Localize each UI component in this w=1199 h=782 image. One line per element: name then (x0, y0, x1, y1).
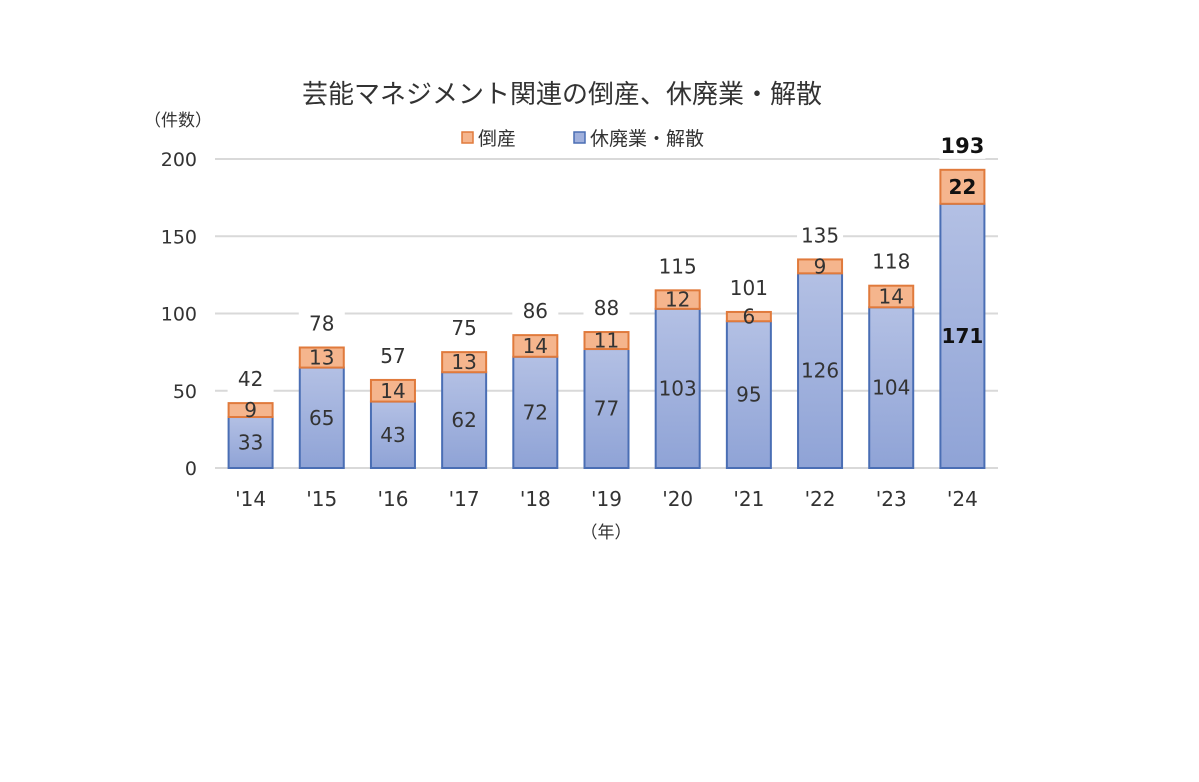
bar-segment-bankruptcy (227, 402, 274, 419)
x-tick-label: '14 (235, 487, 266, 511)
bar-segment-bankruptcy (369, 378, 416, 403)
data-label-bankruptcy: 9 (814, 254, 827, 278)
data-label-bankruptcy: 22 (948, 175, 976, 199)
data-label-bankruptcy: 14 (879, 285, 904, 309)
data-label-bankruptcy: 11 (594, 329, 619, 353)
bar-segment-closure (654, 307, 701, 469)
data-label-bankruptcy: 13 (451, 350, 476, 374)
bar-segment-bankruptcy (797, 258, 844, 275)
data-label-bankruptcy: 6 (742, 305, 755, 329)
total-label: 88 (594, 296, 619, 320)
y-axis-unit: （件数） (144, 111, 212, 131)
bar-segment-bankruptcy (298, 346, 345, 369)
total-label: 75 (451, 316, 476, 340)
total-label-background (512, 298, 559, 325)
y-tick-label: 0 (185, 458, 197, 480)
legend-swatch (461, 131, 474, 144)
bar-segment-bankruptcy (868, 284, 915, 309)
legend-label: 休廃業・解散 (590, 128, 704, 150)
y-tick-label: 100 (161, 304, 197, 326)
total-label: 101 (730, 276, 768, 300)
x-axis-unit: （年） (581, 523, 632, 543)
data-label-closure: 43 (380, 423, 405, 447)
total-label: 135 (801, 223, 839, 247)
chart-title: 芸能マネジメント関連の倒産、休廃業・解散 (302, 80, 822, 110)
total-label-background (654, 253, 701, 280)
total-label-background (939, 132, 986, 159)
data-label-bankruptcy: 14 (523, 334, 548, 358)
bar-segment-bankruptcy (654, 289, 701, 310)
data-label-closure: 95 (736, 383, 761, 407)
data-label-bankruptcy: 9 (244, 398, 257, 422)
legend-swatch (573, 131, 586, 144)
data-label-bankruptcy: 14 (380, 379, 405, 403)
bars: 33 9 42 65 13 78 43 14 57 62 13 75 72 14 86 77 11 88 103 12… (227, 132, 986, 470)
bar-segment-bankruptcy (441, 351, 488, 374)
total-label-background (868, 248, 915, 275)
total-label-background (583, 295, 630, 322)
x-tick-label: '20 (662, 487, 693, 511)
bar-segment-bankruptcy (725, 310, 772, 323)
legend: 倒産 休廃業・解散 (461, 128, 704, 150)
total-label: 115 (659, 254, 697, 278)
total-label-background (369, 342, 416, 369)
bar-segment-closure (441, 371, 488, 469)
bar-segment-closure (298, 366, 345, 470)
data-label-closure: 103 (659, 376, 697, 400)
y-tick-label: 150 (161, 226, 197, 248)
data-label-closure: 62 (451, 408, 476, 432)
total-label-background (725, 274, 772, 301)
data-label-closure: 77 (594, 397, 619, 421)
data-label-closure: 72 (523, 400, 548, 424)
x-tick-label: '19 (591, 487, 622, 511)
total-label-background (797, 222, 844, 249)
y-tick-label: 200 (161, 149, 197, 171)
total-label: 86 (523, 299, 548, 323)
x-tick-label: '15 (306, 487, 337, 511)
total-label: 42 (238, 367, 263, 391)
x-tick-label: '17 (449, 487, 480, 511)
total-label-background (298, 310, 345, 337)
bar-segment-bankruptcy (512, 334, 559, 358)
data-label-closure: 126 (801, 359, 839, 383)
data-label-bankruptcy: 13 (309, 346, 334, 370)
data-label-closure: 104 (872, 376, 910, 400)
total-label: 118 (872, 250, 910, 274)
bar-segment-closure (725, 320, 772, 469)
total-label: 57 (380, 344, 405, 368)
bar-segment-closure (512, 355, 559, 470)
bar-segment-closure (583, 348, 630, 469)
legend-label: 倒産 (478, 128, 516, 150)
bar-segment-bankruptcy (583, 331, 630, 351)
total-label: 193 (940, 134, 984, 158)
total-label: 78 (309, 311, 334, 335)
data-label-closure: 171 (942, 324, 984, 348)
bar-segment-closure (227, 416, 274, 470)
y-axis: 0 50 100 150 200 (161, 149, 197, 480)
data-label-bankruptcy: 12 (665, 288, 690, 312)
x-tick-label: '24 (947, 487, 978, 511)
bar-segment-closure (797, 272, 844, 469)
x-tick-label: '23 (876, 487, 907, 511)
x-axis: '14 '15 '16 '17 '18 '19 '20 '21 '22 '23 '24 (235, 487, 978, 511)
data-label-closure: 65 (309, 406, 334, 430)
y-tick-label: 50 (173, 381, 197, 403)
x-tick-label: '16 (377, 487, 408, 511)
x-tick-label: '21 (733, 487, 764, 511)
x-tick-label: '22 (805, 487, 836, 511)
bar-segment-bankruptcy (939, 168, 986, 205)
total-label-background (227, 366, 274, 393)
total-label-background (441, 315, 488, 342)
x-tick-label: '18 (520, 487, 551, 511)
data-label-closure: 33 (238, 431, 263, 455)
